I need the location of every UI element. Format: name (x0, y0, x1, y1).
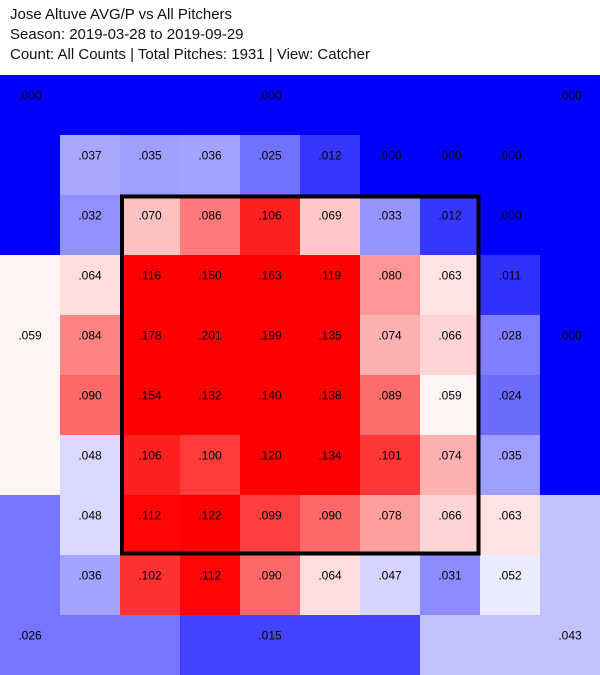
svg-text:.033: .033 (378, 209, 402, 223)
svg-text:.047: .047 (378, 569, 402, 583)
svg-text:.116: .116 (139, 269, 162, 283)
svg-text:.064: .064 (78, 269, 102, 283)
svg-text:.000: .000 (258, 89, 282, 103)
svg-text:.150: .150 (198, 269, 222, 283)
svg-text:.069: .069 (318, 209, 342, 223)
svg-text:.102: .102 (138, 569, 162, 583)
svg-text:.012: .012 (438, 209, 462, 223)
svg-text:.135: .135 (318, 329, 342, 343)
svg-text:.000: .000 (558, 89, 582, 103)
svg-text:.120: .120 (258, 449, 282, 463)
svg-text:.024: .024 (498, 389, 522, 403)
svg-text:.078: .078 (378, 509, 402, 523)
svg-text:.199: .199 (258, 329, 282, 343)
svg-text:.132: .132 (198, 389, 222, 403)
svg-text:.090: .090 (318, 509, 342, 523)
svg-text:.000: .000 (438, 149, 462, 163)
svg-text:.064: .064 (318, 569, 342, 583)
svg-text:.178: .178 (138, 329, 162, 343)
svg-text:.048: .048 (78, 449, 102, 463)
svg-text:.163: .163 (258, 269, 282, 283)
svg-text:.000: .000 (558, 329, 582, 343)
svg-text:.015: .015 (258, 629, 282, 643)
svg-text:.063: .063 (438, 269, 462, 283)
svg-text:.000: .000 (18, 89, 42, 103)
svg-text:.112: .112 (139, 509, 162, 523)
svg-text:.090: .090 (258, 569, 282, 583)
svg-text:.035: .035 (498, 449, 522, 463)
svg-text:.000: .000 (498, 209, 522, 223)
svg-text:.036: .036 (198, 149, 222, 163)
svg-text:.059: .059 (438, 389, 462, 403)
svg-text:.032: .032 (78, 209, 102, 223)
svg-text:.074: .074 (438, 449, 462, 463)
svg-text:.084: .084 (78, 329, 102, 343)
svg-text:.000: .000 (498, 149, 522, 163)
svg-text:.080: .080 (378, 269, 402, 283)
svg-text:.048: .048 (78, 509, 102, 523)
svg-text:.140: .140 (258, 389, 282, 403)
svg-text:.066: .066 (438, 509, 462, 523)
svg-text:.037: .037 (78, 149, 102, 163)
svg-text:.086: .086 (198, 209, 222, 223)
svg-text:.090: .090 (78, 389, 102, 403)
svg-text:.154: .154 (138, 389, 162, 403)
svg-text:.012: .012 (318, 149, 342, 163)
svg-text:.059: .059 (18, 329, 42, 343)
svg-text:.201: .201 (198, 329, 222, 343)
svg-text:.000: .000 (378, 149, 402, 163)
svg-text:.101: .101 (378, 449, 402, 463)
svg-text:.035: .035 (138, 149, 162, 163)
svg-text:.122: .122 (198, 509, 222, 523)
svg-text:.138: .138 (318, 389, 342, 403)
svg-text:.070: .070 (138, 209, 162, 223)
svg-text:.031: .031 (438, 569, 462, 583)
svg-text:.119: .119 (319, 269, 342, 283)
svg-text:.063: .063 (498, 509, 522, 523)
svg-text:.074: .074 (378, 329, 402, 343)
svg-text:.089: .089 (378, 389, 402, 403)
svg-text:.106: .106 (138, 449, 162, 463)
svg-text:.043: .043 (558, 629, 582, 643)
svg-text:.100: .100 (198, 449, 222, 463)
svg-text:.036: .036 (78, 569, 102, 583)
svg-text:.134: .134 (318, 449, 342, 463)
svg-text:.106: .106 (258, 209, 282, 223)
svg-text:.112: .112 (199, 569, 222, 583)
svg-text:.066: .066 (438, 329, 462, 343)
svg-text:.028: .028 (498, 329, 522, 343)
svg-text:.099: .099 (258, 509, 282, 523)
svg-text:.052: .052 (498, 569, 522, 583)
svg-text:.026: .026 (18, 629, 42, 643)
svg-text:.025: .025 (258, 149, 282, 163)
svg-text:.011: .011 (499, 269, 522, 283)
